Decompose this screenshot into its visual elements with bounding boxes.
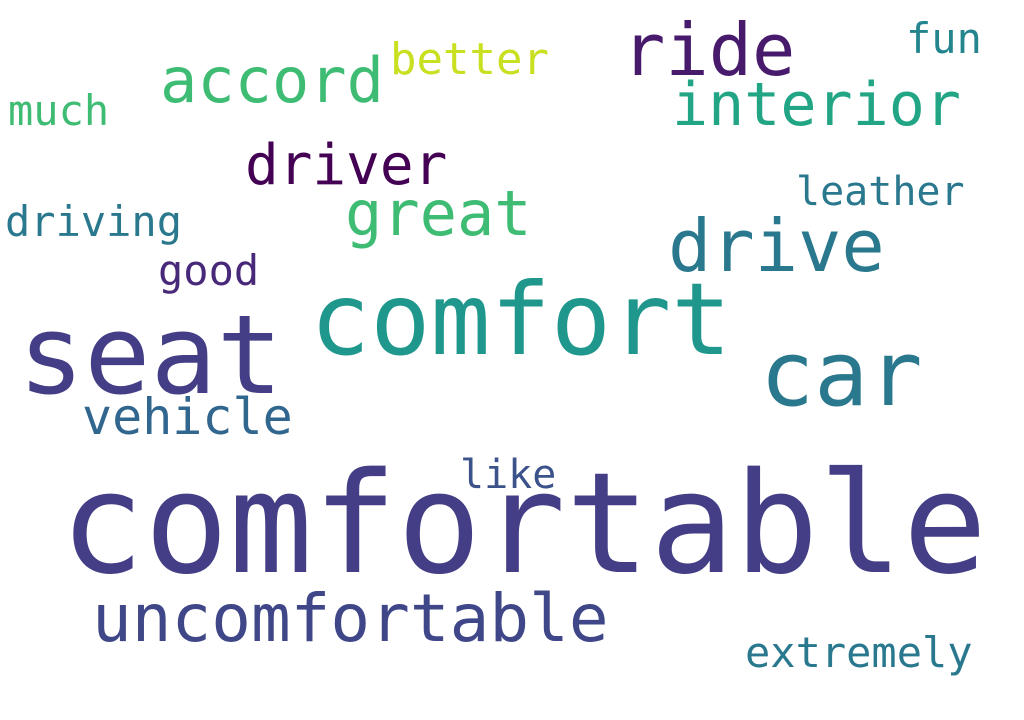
word-driver: driver: [245, 133, 448, 198]
word-car: car: [760, 322, 923, 427]
word-comfortable: comfortable: [60, 443, 988, 606]
word-extremely: extremely: [745, 628, 973, 677]
word-interior: interior: [672, 70, 961, 140]
word-fun: fun: [906, 14, 982, 63]
word-leather: leather: [796, 169, 965, 215]
word-seat: seat: [18, 291, 283, 419]
word-drive: drive: [668, 204, 885, 288]
word-good: good: [158, 246, 260, 295]
word-much: much: [8, 86, 110, 135]
word-ride: ride: [622, 8, 796, 92]
word-uncomfortable: uncomfortable: [92, 580, 609, 657]
word-driving: driving: [5, 197, 183, 246]
word-better: better: [390, 34, 549, 85]
word-great: great: [345, 177, 532, 250]
word-accord: accord: [160, 44, 384, 117]
word-like: like: [460, 452, 557, 498]
word-comfort: comfort: [310, 261, 732, 378]
word-vehicle: vehicle: [82, 388, 293, 446]
